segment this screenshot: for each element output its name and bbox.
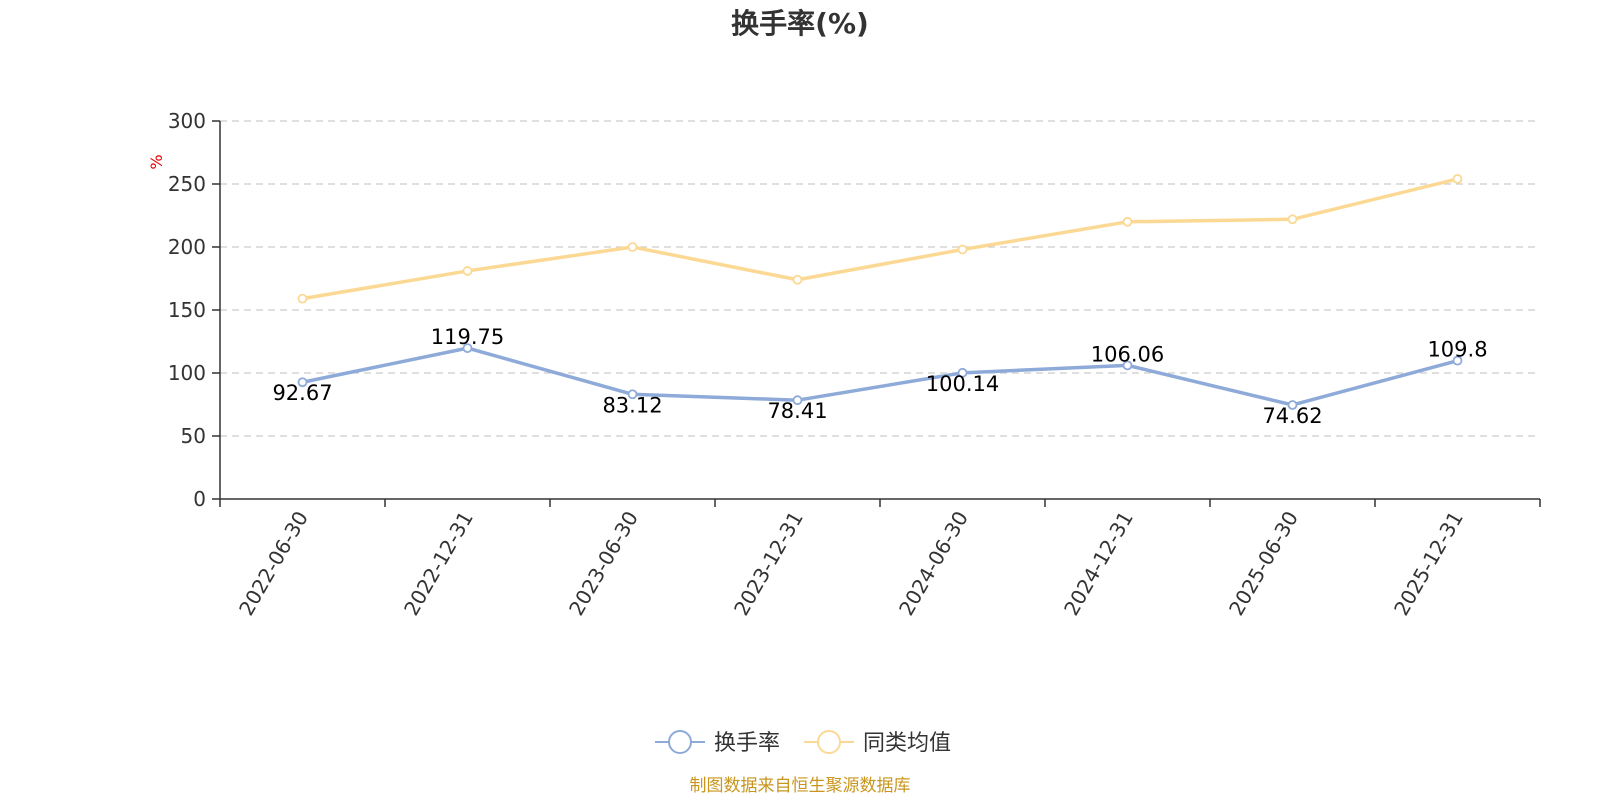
y-tick-label-300: 300 xyxy=(168,109,206,133)
series-line-0 xyxy=(300,346,1460,407)
series-0-point-2023-12-31[interactable] xyxy=(792,395,803,406)
data-label-2022-06-30: 92.67 xyxy=(272,381,332,405)
legend-label-1: 同类均值 xyxy=(863,731,951,756)
y-tick-label-100: 100 xyxy=(168,361,206,385)
legend-item-0[interactable]: 换手率 xyxy=(655,730,780,756)
axes: 0 50 100 150 200 250 300 2022-06-30 2022-12-31 20… xyxy=(168,109,1541,620)
legend-label-0: 换手率 xyxy=(714,731,780,756)
legend-item-1[interactable]: 同类均值 xyxy=(804,730,951,756)
y-tick-label-200: 200 xyxy=(168,235,206,259)
legend-marker-1 xyxy=(817,730,842,754)
data-label-2022-12-31: 119.75 xyxy=(431,325,504,349)
data-label-2025-12-31: 109.8 xyxy=(1427,338,1487,362)
data-labels: 92.67 119.75 83.12 78.41 100.14 106.06 74.62 10… xyxy=(272,325,1487,428)
legend-marker-0 xyxy=(668,730,692,754)
series-1-point-2025-12-31[interactable] xyxy=(1452,174,1463,184)
series-1-point-2023-12-31[interactable] xyxy=(792,274,803,285)
data-source-note: 制图数据来自恒生聚源数据库 xyxy=(690,776,911,796)
x-tick-label-2024-06-30: 2024-06-30 xyxy=(894,507,973,620)
x-tick-label-2025-12-31: 2025-12-31 xyxy=(1389,507,1468,620)
y-tick-label-50: 50 xyxy=(181,424,206,448)
x-tick-label-2022-12-31: 2022-12-31 xyxy=(399,507,478,620)
x-tick-label-2023-06-30: 2023-06-30 xyxy=(564,507,643,620)
y-tick-label-150: 150 xyxy=(168,298,206,322)
series-0-point-2023-06-30[interactable] xyxy=(627,389,638,400)
series-layer xyxy=(297,174,1463,410)
series-1 xyxy=(297,174,1463,304)
data-label-2024-06-30: 100.14 xyxy=(926,372,999,396)
series-0-point-2024-12-31[interactable] xyxy=(1122,360,1133,371)
series-1-point-2023-06-30[interactable] xyxy=(627,242,638,252)
y-axis-unit: % xyxy=(147,154,166,169)
data-label-2023-12-31: 78.41 xyxy=(767,399,827,423)
series-0-point-2022-12-31[interactable] xyxy=(462,343,473,354)
y-tick-label-0: 0 xyxy=(193,487,206,511)
series-1-point-2022-12-31[interactable] xyxy=(462,266,473,276)
series-0-point-2024-06-30[interactable] xyxy=(957,367,968,378)
data-label-2025-06-30: 74.62 xyxy=(1262,404,1322,428)
series-0-point-2025-12-31[interactable] xyxy=(1452,355,1463,366)
chart-title: 换手率(%) xyxy=(731,7,869,40)
legend[interactable]: 换手率 同类均值 xyxy=(655,730,951,756)
data-label-2024-12-31: 106.06 xyxy=(1091,342,1164,366)
x-tick-label-2022-06-30: 2022-06-30 xyxy=(234,507,313,620)
series-1-point-2024-12-31[interactable] xyxy=(1122,216,1133,227)
grid-lines xyxy=(220,120,1540,437)
series-1-point-2025-06-30[interactable] xyxy=(1287,214,1298,225)
series-0-point-2022-06-30[interactable] xyxy=(297,377,308,388)
x-tick-label-2025-06-30: 2025-06-30 xyxy=(1224,507,1303,620)
series-1-point-2022-06-30[interactable] xyxy=(297,293,308,304)
x-tick-label-2024-12-31: 2024-12-31 xyxy=(1059,507,1138,620)
data-label-2023-06-30: 83.12 xyxy=(602,393,662,417)
y-tick-label-250: 250 xyxy=(168,172,206,196)
series-0-point-2025-06-30[interactable] xyxy=(1287,400,1298,410)
series-line-1 xyxy=(300,177,1460,301)
series-1-point-2024-06-30[interactable] xyxy=(957,244,968,255)
series-0 xyxy=(297,343,1463,410)
x-tick-label-2023-12-31: 2023-12-31 xyxy=(729,507,808,620)
